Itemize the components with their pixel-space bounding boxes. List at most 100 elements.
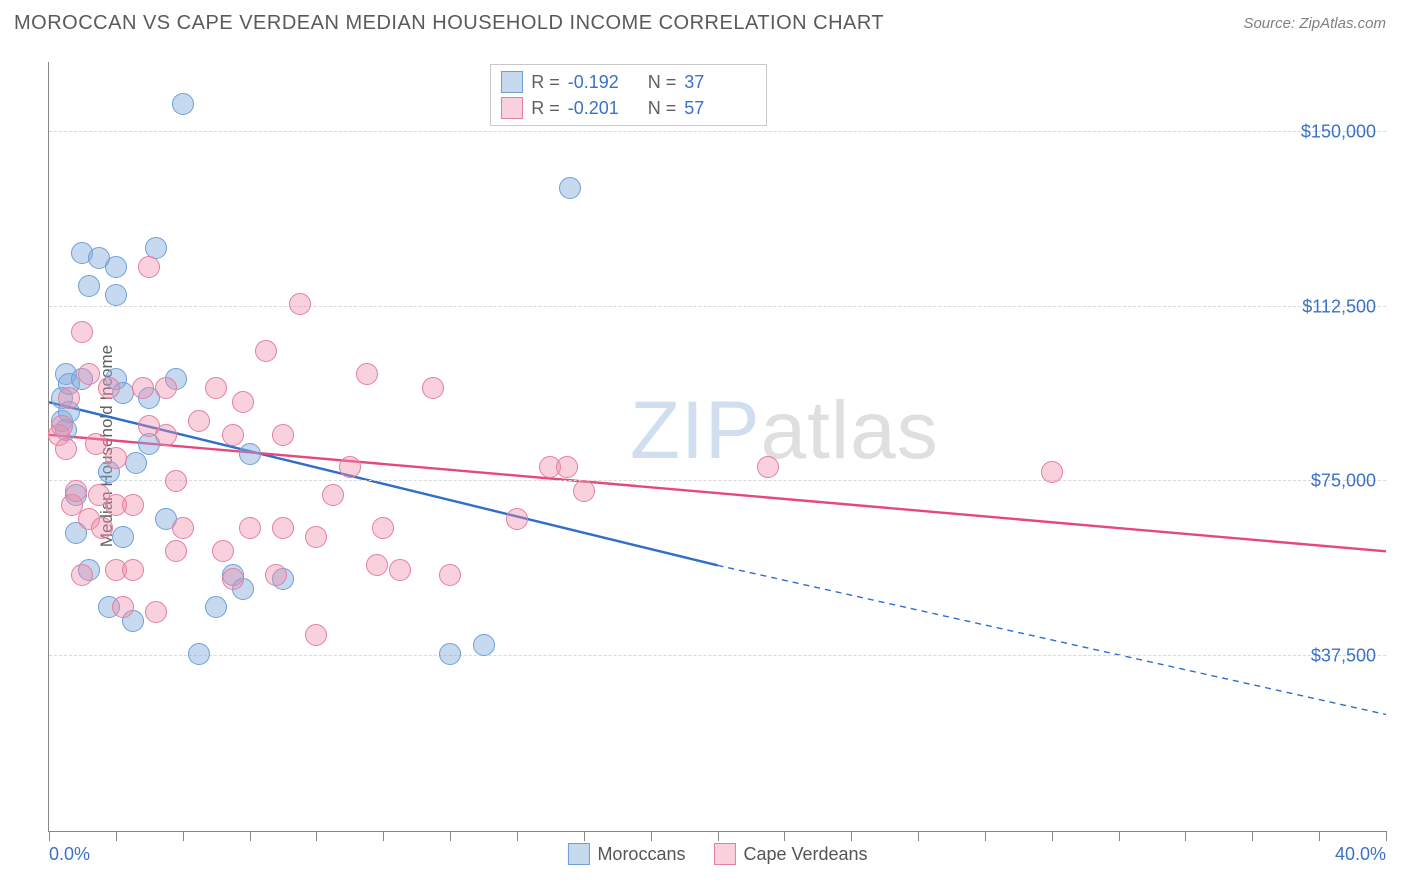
data-point [305,526,327,548]
data-point [305,624,327,646]
gridline [49,131,1386,132]
data-point [239,517,261,539]
x-tick [383,831,384,841]
n-value: 57 [684,98,756,119]
data-point [255,340,277,362]
data-point [98,377,120,399]
x-axis-max-label: 40.0% [1335,844,1386,865]
legend-swatch [501,71,523,93]
data-point [188,643,210,665]
data-point [165,540,187,562]
data-point [91,517,113,539]
x-tick [1386,831,1387,841]
data-point [172,93,194,115]
plot-area: ZIPatlas R = -0.192 N = 37R = -0.201 N = 5… [48,62,1386,832]
y-tick-label: $112,500 [1302,296,1376,317]
x-tick [1052,831,1053,841]
legend-label: Cape Verdeans [743,844,867,865]
data-point [506,508,528,530]
n-value: 37 [684,72,756,93]
x-tick [1119,831,1120,841]
y-tick-label: $37,500 [1311,646,1376,667]
data-point [172,517,194,539]
x-tick [584,831,585,841]
data-point [322,484,344,506]
data-point [78,363,100,385]
correlation-legend: R = -0.192 N = 37R = -0.201 N = 57 [490,64,767,126]
x-tick [450,831,451,841]
legend-swatch [713,843,735,865]
data-point [272,424,294,446]
source-attribution: Source: ZipAtlas.com [1243,15,1386,32]
data-point [556,456,578,478]
data-point [105,284,127,306]
data-point [205,596,227,618]
data-point [339,456,361,478]
data-point [356,363,378,385]
gridline [49,306,1386,307]
x-axis-min-label: 0.0% [49,844,90,865]
data-point [239,443,261,465]
chart-header: MOROCCAN VS CAPE VERDEAN MEDIAN HOUSEHOL… [0,0,1406,41]
data-point [439,643,461,665]
data-point [1041,461,1063,483]
data-point [757,456,779,478]
legend-item: Cape Verdeans [713,843,867,865]
data-point [51,415,73,437]
legend-row: R = -0.201 N = 57 [501,95,756,121]
data-point [105,256,127,278]
data-point [112,596,134,618]
x-tick [784,831,785,841]
gridline [49,655,1386,656]
data-point [125,452,147,474]
data-point [71,564,93,586]
legend-row: R = -0.192N = 37 [501,69,756,95]
series-legend: Moroccans Cape Verdeans [567,843,867,865]
data-point [232,391,254,413]
r-label: R = [531,98,560,119]
data-point [573,480,595,502]
legend-swatch [567,843,589,865]
n-label: N = [648,72,677,93]
x-tick [918,831,919,841]
x-tick [1252,831,1253,841]
data-point [222,424,244,446]
data-point [439,564,461,586]
r-value: -0.192 [568,72,640,93]
data-point [85,433,107,455]
data-point [155,424,177,446]
data-point [122,494,144,516]
r-value: -0.201 [568,98,640,119]
y-tick-label: $150,000 [1301,121,1376,142]
data-point [212,540,234,562]
x-tick [1185,831,1186,841]
data-point [188,410,210,432]
data-point [272,517,294,539]
data-point [422,377,444,399]
watermark: ZIPatlas [630,384,939,478]
x-tick [183,831,184,841]
data-point [372,517,394,539]
data-point [58,387,80,409]
x-tick [651,831,652,841]
data-point [265,564,287,586]
x-tick [851,831,852,841]
y-tick-label: $75,000 [1311,471,1376,492]
gridline [49,480,1386,481]
data-point [559,177,581,199]
x-tick [116,831,117,841]
data-point [205,377,227,399]
data-point [473,634,495,656]
data-point [155,377,177,399]
x-tick [250,831,251,841]
data-point [55,438,77,460]
x-tick [1319,831,1320,841]
n-label: N = [648,98,677,119]
legend-label: Moroccans [597,844,685,865]
data-point [78,275,100,297]
chart-title: MOROCCAN VS CAPE VERDEAN MEDIAN HOUSEHOL… [14,12,884,35]
data-point [145,601,167,623]
x-tick [517,831,518,841]
data-point [105,447,127,469]
data-point [122,559,144,581]
